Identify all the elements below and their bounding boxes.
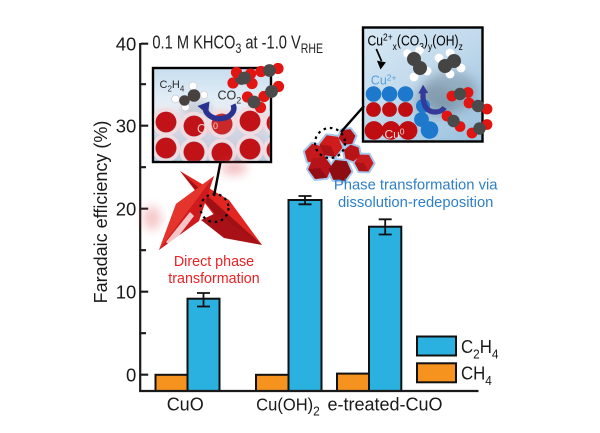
svg-text:Phase transformation via: Phase transformation via: [334, 178, 498, 194]
svg-text:transformation: transformation: [168, 271, 259, 287]
svg-text:10: 10: [116, 281, 137, 302]
svg-text:e-treated-CuO: e-treated-CuO: [327, 395, 442, 415]
svg-text:dissolution-redeposition: dissolution-redeposition: [338, 195, 493, 211]
svg-text:30: 30: [116, 115, 137, 136]
svg-text:C2H4: C2H4: [160, 79, 185, 94]
svg-text:40: 40: [116, 34, 137, 55]
svg-text:CuO: CuO: [167, 395, 204, 415]
svg-text:20: 20: [116, 198, 137, 219]
svg-text:Cu(OH)2: Cu(OH)2: [256, 394, 320, 419]
svg-text:CH4: CH4: [461, 363, 492, 388]
svg-text:Cu0: Cu0: [197, 121, 218, 136]
svg-text:Direct phase: Direct phase: [174, 254, 254, 270]
svg-text:CO2: CO2: [218, 89, 242, 106]
svg-text:C2H4: C2H4: [461, 336, 499, 361]
svg-text:0.1 M KHCO3 at -1.0 VRHE: 0.1 M KHCO3 at -1.0 VRHE: [152, 32, 323, 57]
svg-text:Cu0: Cu0: [384, 127, 404, 142]
svg-text:0: 0: [126, 364, 136, 385]
svg-text:Faradaic efficiency (%): Faradaic efficiency (%): [91, 121, 111, 304]
